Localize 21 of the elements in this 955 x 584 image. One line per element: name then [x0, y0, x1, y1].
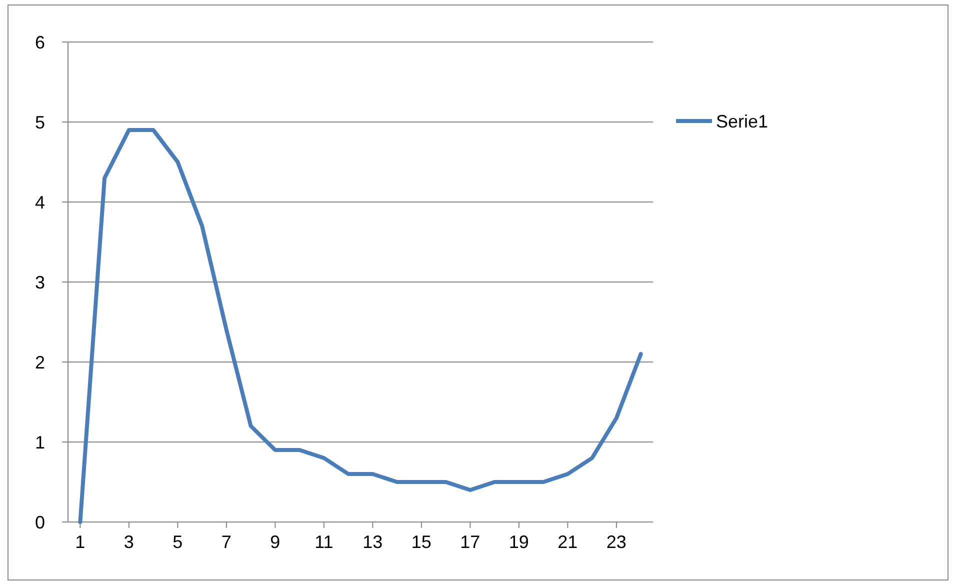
y-tick-label: 0: [34, 512, 46, 532]
line-series: [78, 128, 643, 524]
x-tick-label: 23: [606, 532, 626, 552]
x-tick-label: 3: [124, 532, 134, 552]
y-tick-label: 6: [34, 32, 46, 52]
y-tick-label: 2: [34, 352, 46, 372]
y-tick-label: 5: [34, 112, 46, 132]
x-tick-label: 19: [508, 532, 529, 552]
x-tick-label: 5: [172, 532, 183, 552]
legend-label: Serie1: [716, 111, 768, 132]
x-tick-label: 1: [75, 532, 86, 552]
y-tick-label: 1: [34, 432, 46, 452]
x-tick-label: 17: [460, 532, 480, 552]
x-tick-label: 9: [270, 532, 280, 552]
x-tick-label: 15: [411, 532, 432, 552]
x-tick-label: 21: [558, 532, 578, 552]
x-tick-label: 7: [221, 532, 232, 552]
y-tick-label: 3: [34, 272, 46, 292]
x-tick-label: 11: [314, 532, 334, 552]
y-tick-label: 4: [34, 192, 46, 212]
x-tick-label: 13: [362, 532, 383, 552]
